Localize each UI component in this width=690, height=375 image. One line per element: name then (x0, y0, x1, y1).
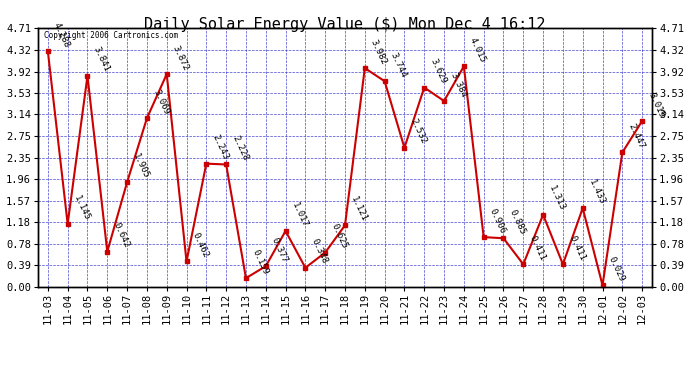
Text: 0.906: 0.906 (488, 207, 507, 235)
Text: 0.411: 0.411 (567, 234, 586, 262)
Text: 1.905: 1.905 (131, 152, 151, 180)
Text: 3.384: 3.384 (448, 70, 468, 99)
Text: 2.447: 2.447 (627, 122, 646, 150)
Text: 2.532: 2.532 (408, 117, 428, 146)
Text: 2.243: 2.243 (210, 134, 230, 162)
Text: Daily Solar Energy Value ($) Mon Dec 4 16:12: Daily Solar Energy Value ($) Mon Dec 4 1… (144, 17, 546, 32)
Text: 1.433: 1.433 (587, 178, 607, 206)
Text: 0.159: 0.159 (250, 248, 270, 276)
Text: 3.841: 3.841 (92, 45, 111, 74)
Text: 0.885: 0.885 (508, 208, 527, 236)
Text: 2.228: 2.228 (230, 134, 250, 162)
Text: 1.121: 1.121 (349, 195, 368, 223)
Text: 1.313: 1.313 (547, 184, 566, 213)
Text: 0.642: 0.642 (112, 221, 131, 249)
Text: 4.015: 4.015 (468, 36, 488, 64)
Text: 3.069: 3.069 (151, 88, 170, 116)
Text: 4.288: 4.288 (52, 21, 72, 49)
Text: 0.411: 0.411 (527, 234, 547, 262)
Text: 0.029: 0.029 (607, 255, 627, 283)
Text: 1.145: 1.145 (72, 194, 91, 222)
Text: 0.625: 0.625 (329, 222, 349, 251)
Text: 3.629: 3.629 (428, 57, 448, 86)
Text: 0.377: 0.377 (270, 236, 289, 264)
Text: 0.462: 0.462 (190, 231, 210, 260)
Text: 3.019: 3.019 (647, 91, 666, 119)
Text: 1.017: 1.017 (290, 201, 309, 229)
Text: 3.744: 3.744 (388, 51, 408, 79)
Text: 3.982: 3.982 (369, 38, 388, 66)
Text: Copyright 2006 Cartronics.com: Copyright 2006 Cartronics.com (44, 31, 178, 40)
Text: 0.348: 0.348 (310, 237, 329, 266)
Text: 3.872: 3.872 (171, 44, 190, 72)
